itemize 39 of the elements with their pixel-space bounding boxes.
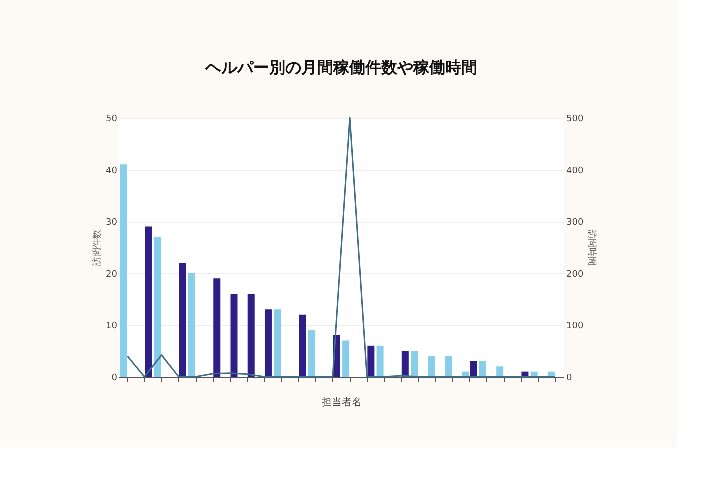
chart-title: ヘルパー別の月間稼働件数や稼働時間 xyxy=(204,58,478,77)
bar xyxy=(299,314,306,377)
bar xyxy=(145,226,152,377)
y-tick-label: 0 xyxy=(112,374,118,384)
x-axis-title: 担当者名 xyxy=(322,396,362,408)
bar xyxy=(470,361,478,377)
line-series xyxy=(126,117,556,378)
y2-tick-label: 400 xyxy=(566,166,584,176)
y-tick-label: 20 xyxy=(106,270,118,280)
bar xyxy=(342,340,350,377)
bar xyxy=(179,263,186,377)
y2-axis-title: 訪問時間 xyxy=(586,230,598,266)
bar xyxy=(248,294,255,377)
y-axis-title: 訪問件数 xyxy=(92,230,104,266)
y2-tick-label: 300 xyxy=(566,218,584,228)
bar xyxy=(264,310,272,377)
bar xyxy=(479,361,486,377)
y-tick-label: 50 xyxy=(106,114,118,124)
bar xyxy=(308,330,316,377)
y2-tick-label: 100 xyxy=(566,322,584,332)
bar xyxy=(402,351,409,377)
bar xyxy=(411,351,418,377)
bar xyxy=(230,294,238,377)
bar xyxy=(214,278,221,377)
y-tick-label: 10 xyxy=(106,322,118,332)
bar xyxy=(496,366,504,377)
bar xyxy=(368,346,375,377)
bar xyxy=(274,310,282,377)
y2-tick-label: 0 xyxy=(566,374,572,384)
y-tick-label: 30 xyxy=(106,218,118,228)
y-tick-label: 40 xyxy=(106,166,118,176)
bar xyxy=(154,237,162,377)
y2-tick-label: 500 xyxy=(566,114,584,124)
bar xyxy=(445,356,452,377)
bar xyxy=(188,273,196,377)
bar xyxy=(376,346,384,377)
y2-tick-label: 200 xyxy=(566,270,584,280)
bar xyxy=(120,164,128,377)
bar xyxy=(428,356,436,377)
